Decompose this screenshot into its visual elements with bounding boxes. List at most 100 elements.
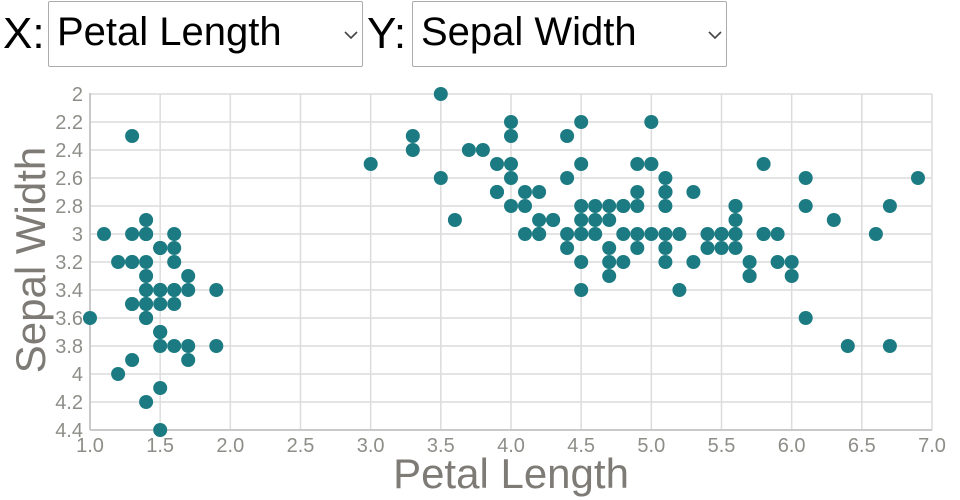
y-axis-title: Sepal Width (7, 146, 54, 374)
data-point (560, 171, 575, 185)
data-point (546, 213, 561, 227)
data-point (770, 227, 785, 241)
x-tick-label: 4.0 (497, 435, 525, 457)
x-tick-label: 5.5 (708, 435, 736, 457)
data-point (181, 353, 196, 367)
data-point (700, 227, 715, 241)
x-axis-select-wrap: Petal Length (48, 1, 363, 67)
data-point (560, 227, 575, 241)
data-point (139, 269, 154, 283)
data-point (644, 115, 659, 129)
data-point (672, 227, 687, 241)
data-point (616, 199, 631, 213)
data-point (574, 227, 589, 241)
data-point (658, 241, 673, 255)
data-point (714, 241, 729, 255)
data-point (602, 255, 617, 269)
data-point (167, 339, 182, 353)
x-tick-label: 5.0 (637, 435, 665, 457)
data-point (560, 129, 575, 143)
x-tick-label: 4.5 (567, 435, 595, 457)
y-tick-label: 3.4 (55, 280, 83, 302)
data-point (433, 87, 448, 101)
data-point (728, 241, 743, 255)
y-tick-label: 4.4 (55, 420, 83, 442)
data-point (153, 283, 168, 297)
data-point (209, 339, 224, 353)
data-point (728, 227, 743, 241)
data-point (686, 185, 701, 199)
data-point (532, 227, 547, 241)
data-point (658, 185, 673, 199)
data-point (125, 297, 140, 311)
data-point (139, 227, 154, 241)
data-point (574, 213, 589, 227)
data-point (742, 255, 757, 269)
data-point (433, 171, 448, 185)
data-point (490, 157, 504, 171)
data-point (153, 339, 168, 353)
y-tick-label: 2 (72, 84, 83, 106)
data-point (700, 241, 715, 255)
x-tick-label: 2.5 (287, 435, 315, 457)
x-axis-select[interactable]: Petal Length (48, 1, 363, 67)
data-point (742, 269, 757, 283)
data-point (518, 185, 532, 199)
x-axis-title: Petal Length (393, 450, 629, 497)
y-tick-label: 2.2 (55, 112, 83, 134)
data-point (798, 311, 813, 325)
data-point (770, 255, 785, 269)
y-tick-label: 3.8 (55, 336, 83, 358)
data-point (644, 227, 659, 241)
data-point (588, 227, 603, 241)
data-point (728, 213, 743, 227)
data-point (153, 381, 168, 395)
data-point (644, 157, 659, 171)
data-point (658, 171, 673, 185)
data-point (798, 171, 813, 185)
data-point (167, 297, 182, 311)
data-point (532, 213, 547, 227)
x-tick-label: 1.5 (146, 435, 174, 457)
x-tick-label: 2.0 (216, 435, 244, 457)
data-point (532, 185, 547, 199)
data-point (560, 241, 575, 255)
data-point (125, 227, 140, 241)
x-select-label: X: (3, 9, 45, 58)
data-point (461, 143, 476, 157)
data-point (490, 185, 504, 199)
data-point (630, 199, 645, 213)
data-point (504, 171, 518, 185)
data-point (882, 339, 897, 353)
y-tick-label: 4.2 (55, 392, 83, 414)
data-point (588, 199, 603, 213)
data-point (139, 311, 154, 325)
data-point (111, 255, 126, 269)
data-point (518, 199, 532, 213)
data-point (181, 283, 196, 297)
data-point (153, 297, 168, 311)
y-axis-select-wrap: Sepal Width (412, 1, 727, 67)
y-axis-select[interactable]: Sepal Width (412, 1, 727, 67)
data-point (447, 213, 462, 227)
data-point (125, 129, 140, 143)
data-point (574, 283, 589, 297)
data-point (153, 241, 168, 255)
data-point (911, 171, 925, 185)
data-point (139, 395, 154, 409)
data-point (616, 227, 631, 241)
data-point (209, 283, 224, 297)
data-point (405, 129, 420, 143)
y-tick-label: 3 (72, 224, 83, 246)
data-point (504, 199, 518, 213)
y-tick-label: 3.2 (55, 252, 83, 274)
data-point (630, 157, 645, 171)
data-point (167, 255, 182, 269)
y-tick-label: 2.6 (55, 168, 83, 190)
data-point (798, 199, 813, 213)
data-point (658, 199, 673, 213)
x-tick-label: 7.0 (918, 435, 946, 457)
x-tick-label: 6.5 (848, 435, 876, 457)
data-point (868, 227, 883, 241)
data-point (602, 269, 617, 283)
